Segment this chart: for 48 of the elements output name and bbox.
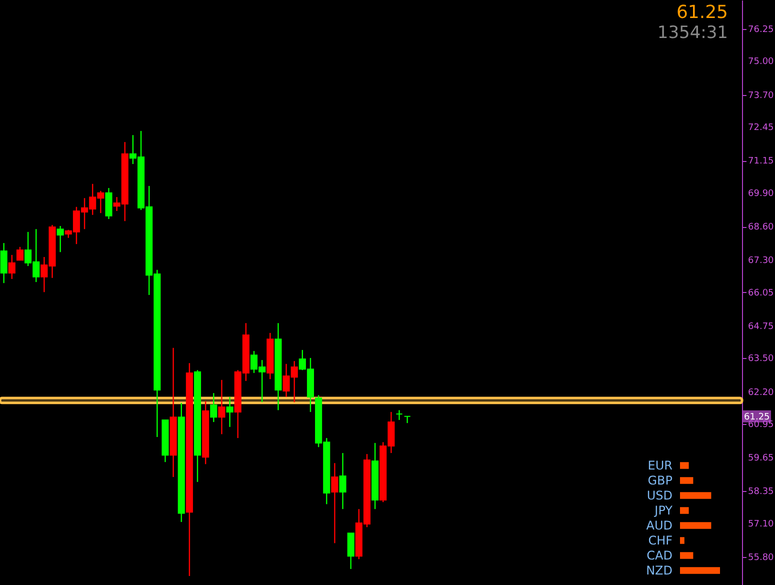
y-tick-label: 72.45 (748, 123, 774, 134)
y-tick-label: 64.75 (748, 322, 774, 332)
annotation: 1354:31 (657, 23, 728, 43)
bar (680, 552, 694, 559)
y-tick-label: CAD (646, 548, 672, 562)
y-tick-label: 71.15 (748, 156, 774, 167)
y-tick-label: NZD (646, 564, 672, 578)
y-tick-label: AUD (646, 518, 672, 532)
y-tick-label: 68.60 (748, 222, 774, 233)
y-tick-label: JPY (654, 504, 674, 518)
y-tick-label: 62.20 (748, 388, 774, 398)
bar (680, 477, 694, 484)
candlestick (210, 392, 218, 423)
y-tick-label: 73.70 (748, 90, 774, 101)
y-tick-label: EUR (648, 458, 672, 472)
candlestick (8, 254, 16, 280)
bar (680, 537, 684, 544)
y-tick-label: 55.80 (748, 553, 774, 564)
y-tick-label: 60.95 (748, 420, 774, 430)
y-tick-label: USD (646, 488, 672, 502)
y-tick-label: 75.00 (748, 57, 774, 68)
y-tick-label: 66.05 (748, 288, 774, 298)
candlestick (347, 532, 354, 570)
candlestick (0, 242, 8, 284)
y-tick-label: GBP (648, 474, 672, 488)
y-tick-label: 67.30 (748, 256, 774, 266)
candlestick (339, 452, 346, 510)
bar (680, 462, 689, 469)
candlestick (105, 187, 112, 220)
y-tick-label: CHF (648, 534, 673, 548)
y-tick-label: 76.25 (748, 24, 774, 35)
candlestick (16, 246, 24, 261)
y-tick-label: 58.35 (748, 487, 774, 498)
bar (680, 522, 712, 529)
y-tick-label: 63.50 (748, 354, 774, 364)
candlestick (396, 410, 403, 421)
bar (680, 492, 712, 499)
y-tick-label: 69.90 (748, 188, 774, 199)
y-tick-label: 57.10 (748, 520, 774, 530)
candlestick (331, 462, 338, 544)
candlestick (404, 416, 411, 424)
candlestick (226, 396, 234, 428)
candlestick (56, 225, 64, 253)
candlestick (218, 379, 226, 435)
y-tick-label: 59.65 (748, 454, 774, 464)
bar (680, 567, 720, 574)
annotation: 61.25 (676, 2, 728, 23)
bar (680, 507, 689, 514)
